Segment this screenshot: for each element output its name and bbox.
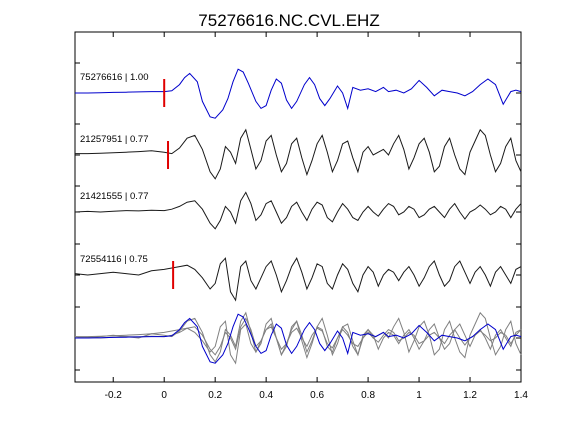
trace-label-3: 21421555 | 0.77 bbox=[80, 191, 149, 202]
x-tick-label: 0.4 bbox=[259, 390, 273, 401]
trace-line-4 bbox=[74, 257, 522, 302]
x-tick-label: 0.8 bbox=[361, 390, 375, 401]
trace-label-group: 75276616 | 1.00 21257951 | 0.77 21421555 |… bbox=[80, 72, 149, 265]
x-tick-label: 1 bbox=[416, 390, 422, 401]
x-tick-label: 0.6 bbox=[310, 390, 324, 401]
trace-line-1 bbox=[75, 68, 522, 119]
trace-line-3 bbox=[74, 191, 522, 230]
x-tick-label: 0.2 bbox=[208, 390, 222, 401]
trace-label-1: 75276616 | 1.00 bbox=[80, 72, 149, 83]
trace-label-4: 72554116 | 0.75 bbox=[80, 254, 148, 265]
overlay-reference-trace bbox=[75, 313, 522, 364]
overlay-trace-4 bbox=[74, 320, 522, 365]
overlay-group bbox=[74, 311, 522, 365]
x-tick-label: 1.4 bbox=[514, 390, 528, 401]
x-tick-label: -0.2 bbox=[105, 390, 123, 401]
tick-group bbox=[75, 32, 522, 382]
trace-label-2: 21257951 | 0.77 bbox=[80, 134, 149, 145]
tick-label-group: -0.2 0 0.2 0.4 0.6 0.8 1 1.2 1.4 bbox=[105, 390, 529, 401]
trace-line-2 bbox=[75, 128, 522, 180]
axis-frame-group bbox=[74, 31, 522, 383]
axes-frame bbox=[74, 31, 522, 383]
trace-group bbox=[74, 68, 522, 302]
x-tick-label: 1.2 bbox=[463, 390, 477, 401]
overlay-trace-3 bbox=[74, 317, 522, 356]
chart-title: 75276616.NC.CVL.EHZ bbox=[198, 11, 379, 30]
x-tick-label: 0 bbox=[161, 390, 167, 401]
